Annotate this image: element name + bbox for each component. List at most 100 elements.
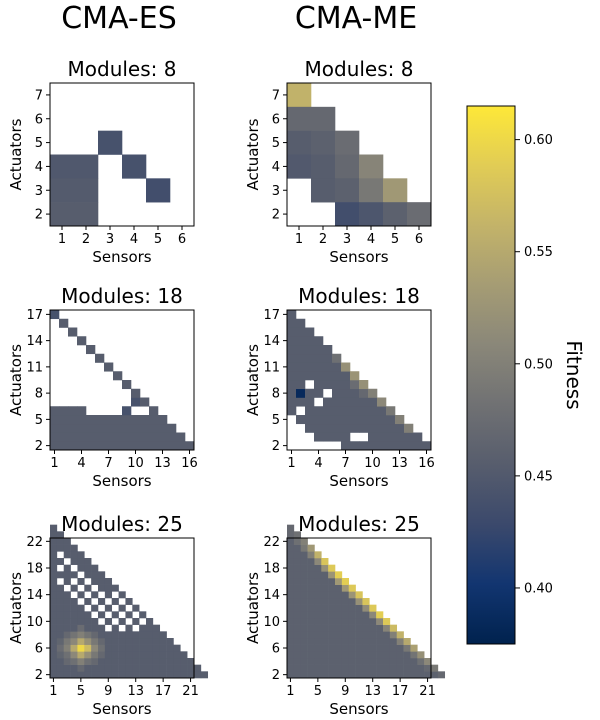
heatmap-panel: 1 5 9 13 17 21 2 6 10 14 18 22 Modules: 25 Sensors Act… (7, 512, 209, 718)
heatmap-cell (56, 584, 65, 592)
heatmap-cell (355, 618, 363, 625)
heatmap-cell (293, 564, 302, 572)
heatmap-cell (335, 638, 343, 645)
heatmap-cell (300, 658, 308, 665)
heatmap-cell (104, 631, 113, 639)
x-tick-label: 6 (178, 232, 186, 247)
colorbar-tick-label: 0.55 (524, 245, 553, 260)
heatmap-cell (341, 631, 350, 639)
heatmap-cell (424, 664, 432, 672)
heatmap-cell (369, 644, 377, 652)
heatmap-cell (359, 178, 384, 203)
heatmap-cell (321, 584, 329, 592)
heatmap-cell (417, 658, 425, 665)
heatmap-cell (59, 406, 69, 416)
x-tick-label: 9 (341, 684, 349, 699)
heatmap-cell (314, 362, 324, 372)
heatmap-cell (404, 423, 414, 433)
heatmap-cell (68, 327, 78, 337)
x-tick-label: 3 (106, 232, 114, 247)
heatmap-cell (335, 130, 360, 155)
heatmap-cell (56, 598, 65, 605)
heatmap-cell (321, 564, 329, 572)
heatmap-cell (341, 591, 350, 599)
heatmap-cell (84, 638, 92, 645)
heatmap-cell (410, 664, 418, 672)
heatmap-cell (50, 638, 58, 645)
heatmap-cell (74, 178, 99, 203)
heatmap-cell (91, 671, 99, 679)
x-tick-label: 3 (343, 232, 351, 247)
y-tick-label: 14 (263, 334, 280, 349)
heatmap-cell (146, 658, 154, 665)
heatmap-cell (152, 651, 161, 659)
heatmap-cell (386, 423, 396, 433)
heatmap-cell (287, 531, 295, 539)
heatmap-cell (335, 178, 360, 203)
heatmap-cell (311, 178, 336, 203)
heatmap-cell (314, 423, 324, 433)
heatmap-cell (377, 415, 387, 425)
heatmap-cell (348, 644, 356, 652)
heatmap-cell (296, 318, 306, 328)
heatmap-cell (305, 406, 315, 416)
heatmap-cell (146, 644, 154, 652)
heatmap-cell (63, 551, 71, 559)
heatmap-cell (323, 380, 333, 390)
heatmap-cell (63, 578, 71, 585)
y-tick-label: 2 (35, 439, 43, 454)
heatmap-cell (131, 397, 141, 407)
heatmap-cell (70, 558, 78, 565)
heatmap-cell (335, 664, 343, 672)
heatmap-cell (84, 611, 92, 619)
panel-title: Modules: 8 (305, 57, 414, 81)
x-axis-label: Sensors (92, 248, 151, 266)
heatmap-cell (296, 388, 306, 398)
colorbar: 0.40 0.45 0.50 0.55 0.60 (466, 105, 553, 645)
heatmap-cell (50, 644, 58, 652)
heatmap-cell (341, 362, 351, 372)
x-tick-label: 6 (415, 232, 423, 247)
heatmap-cell (307, 631, 315, 639)
heatmap-cell (389, 638, 398, 645)
heatmap-cell (300, 651, 308, 659)
heatmap-cell (111, 638, 119, 645)
heatmap-cell (185, 441, 195, 451)
heatmap-cell (91, 658, 99, 665)
heatmap-cell (328, 564, 336, 572)
heatmap-cell (63, 564, 71, 572)
heatmap-cell (335, 631, 343, 639)
heatmap-cell (167, 441, 177, 451)
heatmap-cell (321, 638, 329, 645)
heatmap-cell (359, 397, 369, 407)
heatmap-cell (355, 644, 363, 652)
heatmap-cell (389, 644, 398, 652)
heatmap-cell (355, 631, 363, 639)
x-tick-label: 4 (314, 456, 322, 471)
heatmap-cell (173, 658, 181, 665)
heatmap-cell (323, 423, 333, 433)
heatmap-cell (287, 624, 295, 632)
heatmap-cell (296, 397, 306, 407)
heatmap-cell (389, 658, 398, 665)
heatmap-cell (328, 664, 336, 672)
heatmap-cell (84, 651, 92, 659)
heatmap-cell (77, 578, 85, 585)
heatmap-cell (104, 644, 113, 652)
heatmap-cell (159, 658, 167, 665)
heatmap-cell (396, 658, 404, 665)
heatmap-cell (287, 397, 297, 407)
x-tick-label: 13 (127, 684, 144, 699)
heatmap-cell (417, 651, 425, 659)
column-title-cma-me: CMA-ME (295, 1, 417, 36)
heatmap-cell (125, 631, 133, 639)
heatmap-cell (113, 441, 123, 451)
heatmap-cell (50, 651, 58, 659)
heatmap-cell (111, 631, 119, 639)
heatmap-cell (180, 671, 188, 679)
heatmap-cell (348, 584, 356, 592)
heatmap-cell (383, 658, 391, 665)
heatmap-cell (287, 644, 295, 652)
heatmap-cell (332, 388, 342, 398)
heatmap-cell (95, 441, 105, 451)
